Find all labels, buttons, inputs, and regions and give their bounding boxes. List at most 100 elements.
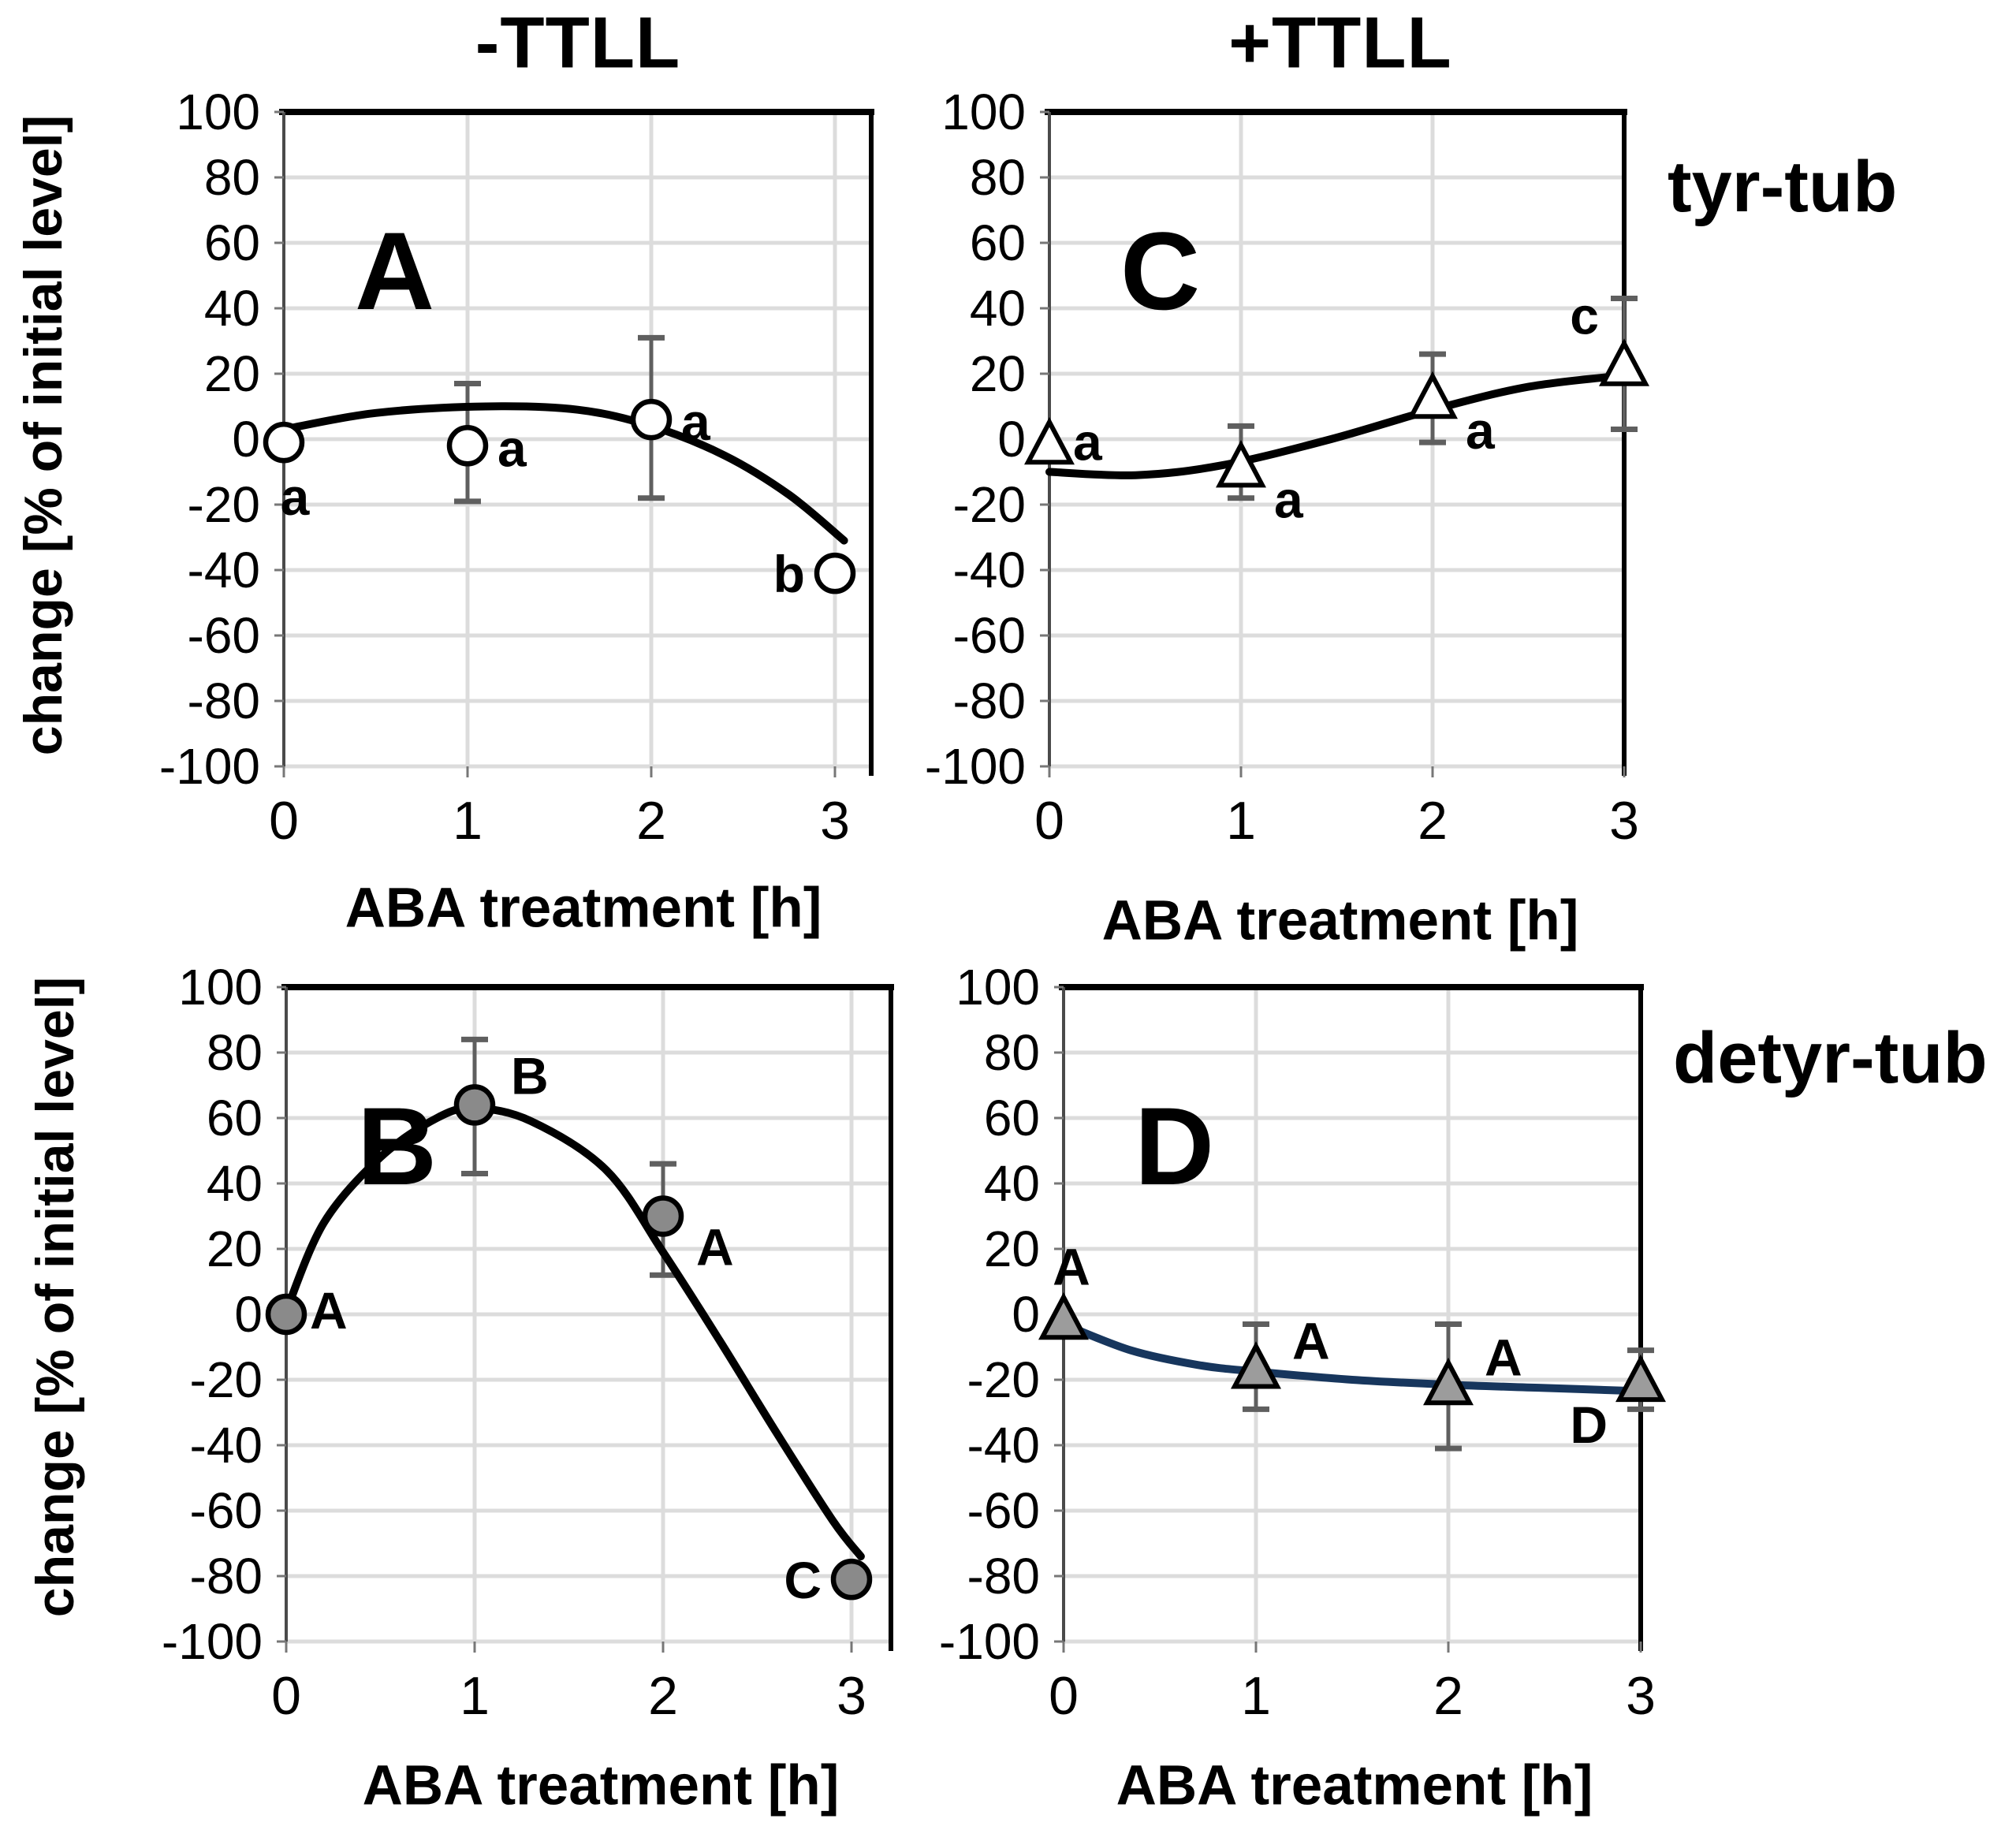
data-point-circle — [642, 1195, 684, 1237]
y-tick-label: -40 — [188, 542, 261, 598]
data-point-triangle — [1407, 371, 1458, 419]
x-tick-label: 2 — [1433, 1666, 1463, 1726]
x-tick-label: 3 — [1626, 1666, 1656, 1726]
y-tick-label: -100 — [939, 1613, 1040, 1670]
point-significance-label: a — [1274, 470, 1304, 528]
y-tick-label: 60 — [970, 214, 1026, 271]
x-tick-label: 0 — [269, 791, 299, 851]
y-tick-label: 20 — [970, 345, 1026, 402]
data-point-circle — [446, 425, 489, 467]
y-tick-label: -40 — [953, 542, 1027, 598]
y-tick-label: 20 — [204, 345, 260, 402]
y-tick-label: -100 — [925, 738, 1026, 795]
x-tick-label: 2 — [636, 791, 666, 851]
x-tick-label: 1 — [1241, 1666, 1271, 1726]
x-tick-label: 3 — [820, 791, 850, 851]
point-significance-label: a — [281, 468, 311, 526]
x-tick-label: 3 — [837, 1666, 866, 1726]
data-point-circle — [263, 421, 305, 464]
x-axis-title-panel-d: ABA treatment [h] — [1116, 1754, 1593, 1817]
point-significance-label: A — [1485, 1328, 1522, 1386]
y-tick-label: 20 — [207, 1221, 263, 1277]
y-tick-label: -20 — [967, 1351, 1041, 1408]
y-tick-label: 0 — [997, 411, 1026, 468]
x-tick-label: 1 — [460, 1666, 490, 1726]
y-axis-title-bottom: change [% of initial level] — [25, 976, 85, 1618]
y-tick-label: 40 — [207, 1155, 263, 1212]
x-tick-label: 0 — [1049, 1666, 1079, 1726]
trend-curve — [282, 1104, 865, 1561]
y-tick-label: 80 — [970, 149, 1026, 206]
y-tick-label: 0 — [1012, 1286, 1040, 1343]
data-point-circle — [630, 398, 673, 441]
data-point-triangle — [1599, 338, 1649, 386]
panel-letter: B — [357, 1084, 437, 1208]
column-title-minus-ttll: -TTLL — [475, 2, 681, 84]
y-tick-label: -80 — [188, 673, 261, 729]
y-tick-label: -60 — [953, 607, 1027, 664]
trend-curve — [1060, 1320, 1645, 1396]
y-tick-label: -80 — [953, 673, 1027, 729]
y-tick-label: -80 — [967, 1548, 1041, 1604]
y-tick-label: 0 — [232, 411, 260, 468]
point-significance-label: a — [1466, 401, 1496, 460]
point-significance-label: A — [1292, 1312, 1330, 1370]
data-point-triangle — [1038, 1291, 1089, 1340]
y-tick-label: 80 — [207, 1024, 263, 1081]
row-label-tyr-tub: tyr-tub — [1668, 147, 1898, 227]
row-label-detyr-tub: detyr-tub — [1673, 1018, 1988, 1098]
y-tick-label: 100 — [178, 959, 263, 1016]
x-axis-title-panel-a: ABA treatment [h] — [345, 877, 822, 940]
data-point-triangle — [1615, 1354, 1666, 1403]
y-tick-label: -60 — [967, 1482, 1041, 1539]
data-point-circle — [830, 1558, 873, 1601]
data-point-triangle — [1231, 1341, 1281, 1389]
x-tick-label: 2 — [1418, 791, 1448, 851]
y-tick-label: 80 — [984, 1024, 1040, 1081]
x-tick-label: 3 — [1609, 791, 1639, 851]
x-tick-label: 0 — [271, 1666, 301, 1726]
y-tick-label: 40 — [204, 280, 260, 337]
point-significance-label: c — [1570, 287, 1599, 345]
y-tick-label: -60 — [188, 607, 261, 664]
data-point-circle — [814, 552, 856, 594]
y-tick-label: -40 — [967, 1417, 1041, 1474]
y-tick-label: -40 — [190, 1417, 263, 1474]
x-axis-title-panel-c: ABA treatment [h] — [1101, 889, 1579, 952]
point-significance-label: a — [497, 419, 527, 477]
data-point-triangle — [1423, 1357, 1474, 1406]
point-significance-label: B — [511, 1046, 549, 1105]
point-significance-label: A — [696, 1218, 734, 1276]
y-tick-label: 100 — [956, 959, 1040, 1016]
y-tick-label: -20 — [190, 1351, 263, 1408]
data-point-triangle — [1024, 416, 1075, 465]
y-tick-label: 60 — [204, 214, 260, 271]
y-tick-label: -60 — [190, 1482, 263, 1539]
point-significance-label: a — [681, 393, 711, 451]
y-tick-label: 20 — [984, 1221, 1040, 1277]
y-axis-title-top: change [% of initial level] — [13, 114, 73, 756]
x-axis-title-panel-b: ABA treatment [h] — [362, 1754, 840, 1817]
x-tick-label: 0 — [1034, 791, 1064, 851]
y-tick-label: -20 — [953, 476, 1027, 533]
y-tick-label: 40 — [984, 1155, 1040, 1212]
data-point-circle — [265, 1293, 307, 1336]
x-tick-label: 1 — [453, 791, 483, 851]
y-tick-label: 0 — [234, 1286, 263, 1343]
point-significance-label: b — [773, 545, 805, 603]
y-tick-label: -20 — [188, 476, 261, 533]
y-tick-label: -80 — [190, 1548, 263, 1604]
panel-letter: D — [1135, 1084, 1214, 1208]
point-significance-label: a — [1073, 412, 1103, 471]
y-tick-label: -100 — [159, 738, 260, 795]
y-tick-label: -100 — [162, 1613, 263, 1670]
trend-curve — [280, 402, 848, 545]
y-tick-label: 80 — [204, 149, 260, 206]
data-point-circle — [453, 1084, 496, 1126]
column-title-plus-ttll: +TTLL — [1228, 2, 1452, 84]
point-significance-label: A — [310, 1281, 348, 1340]
x-tick-label: 1 — [1226, 791, 1256, 851]
point-significance-label: C — [784, 1551, 822, 1609]
y-tick-label: 100 — [941, 84, 1026, 140]
